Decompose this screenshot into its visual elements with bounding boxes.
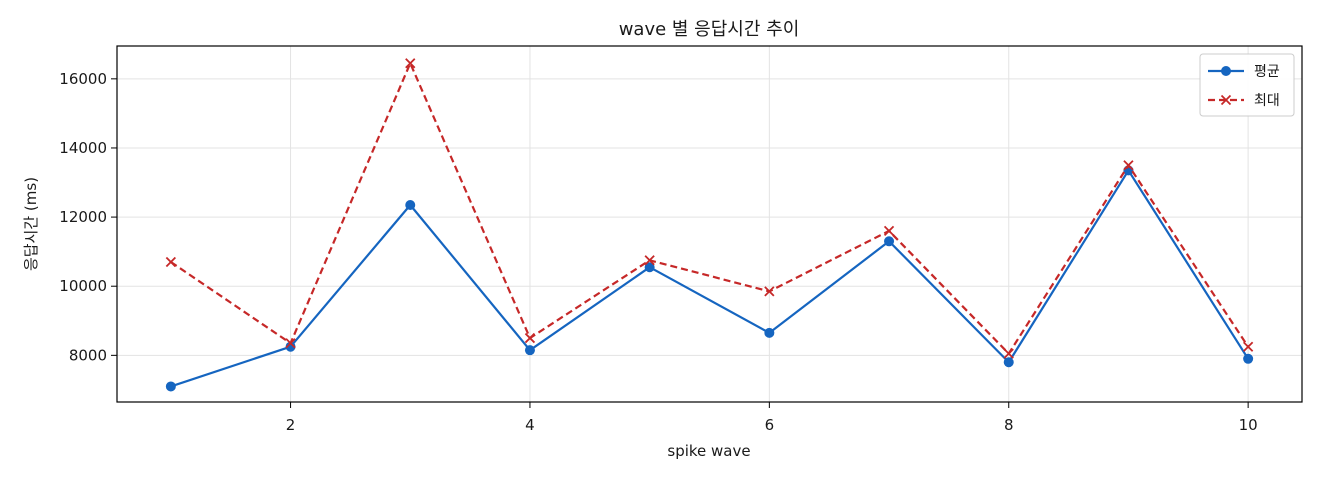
- plot-frame: [116, 45, 1303, 403]
- data-point: [884, 236, 895, 247]
- data-point: [165, 381, 176, 392]
- legend-label: 최대: [1254, 93, 1280, 109]
- y-tick-label: 16000: [59, 70, 107, 88]
- y-tick-label: 14000: [59, 139, 107, 157]
- x-tick-label: 2: [286, 416, 296, 434]
- y-tick-label: 10000: [59, 277, 107, 295]
- data-point: [165, 256, 177, 268]
- data-point: [1003, 357, 1014, 368]
- grid-lines: [117, 46, 1302, 402]
- data-point: [1242, 341, 1254, 352]
- y-tick-label: 8000: [69, 346, 107, 364]
- data-point: [1243, 353, 1254, 364]
- series-layer: [165, 58, 1254, 392]
- data-point: [1123, 160, 1134, 171]
- data-point: [883, 225, 895, 237]
- y-tick-label: 12000: [59, 208, 107, 226]
- x-tick-label: 10: [1239, 416, 1258, 434]
- x-axis-label: spike wave: [667, 442, 750, 460]
- legend-entry: 최대: [1208, 93, 1280, 109]
- legend-entry: 평균: [1208, 64, 1280, 80]
- x-tick-label: 4: [525, 416, 535, 434]
- data-point: [644, 262, 655, 273]
- data-point: [524, 345, 535, 356]
- legend-label: 평균: [1254, 64, 1280, 80]
- legend-box: [1199, 53, 1295, 117]
- series-line-2: [170, 62, 1250, 355]
- data-point: [764, 286, 775, 297]
- axis-ticks: 2 4 6 8 10 8000 10000 12000 14000 16000: [59, 70, 1257, 434]
- data-point: [1003, 348, 1014, 359]
- data-point: [405, 58, 416, 69]
- x-tick-label: 8: [1004, 416, 1014, 434]
- data-point: [524, 332, 536, 344]
- data-point: [644, 255, 655, 266]
- y-axis-label: 응답시간 (ms): [22, 177, 40, 271]
- data-point: [285, 338, 296, 349]
- data-point: [764, 327, 775, 338]
- chart-title: wave 별 응답시간 추이: [619, 19, 800, 40]
- data-point: [285, 341, 296, 352]
- x-tick-label: 6: [765, 416, 775, 434]
- series-line-1: [170, 169, 1250, 388]
- data-point: [405, 199, 416, 210]
